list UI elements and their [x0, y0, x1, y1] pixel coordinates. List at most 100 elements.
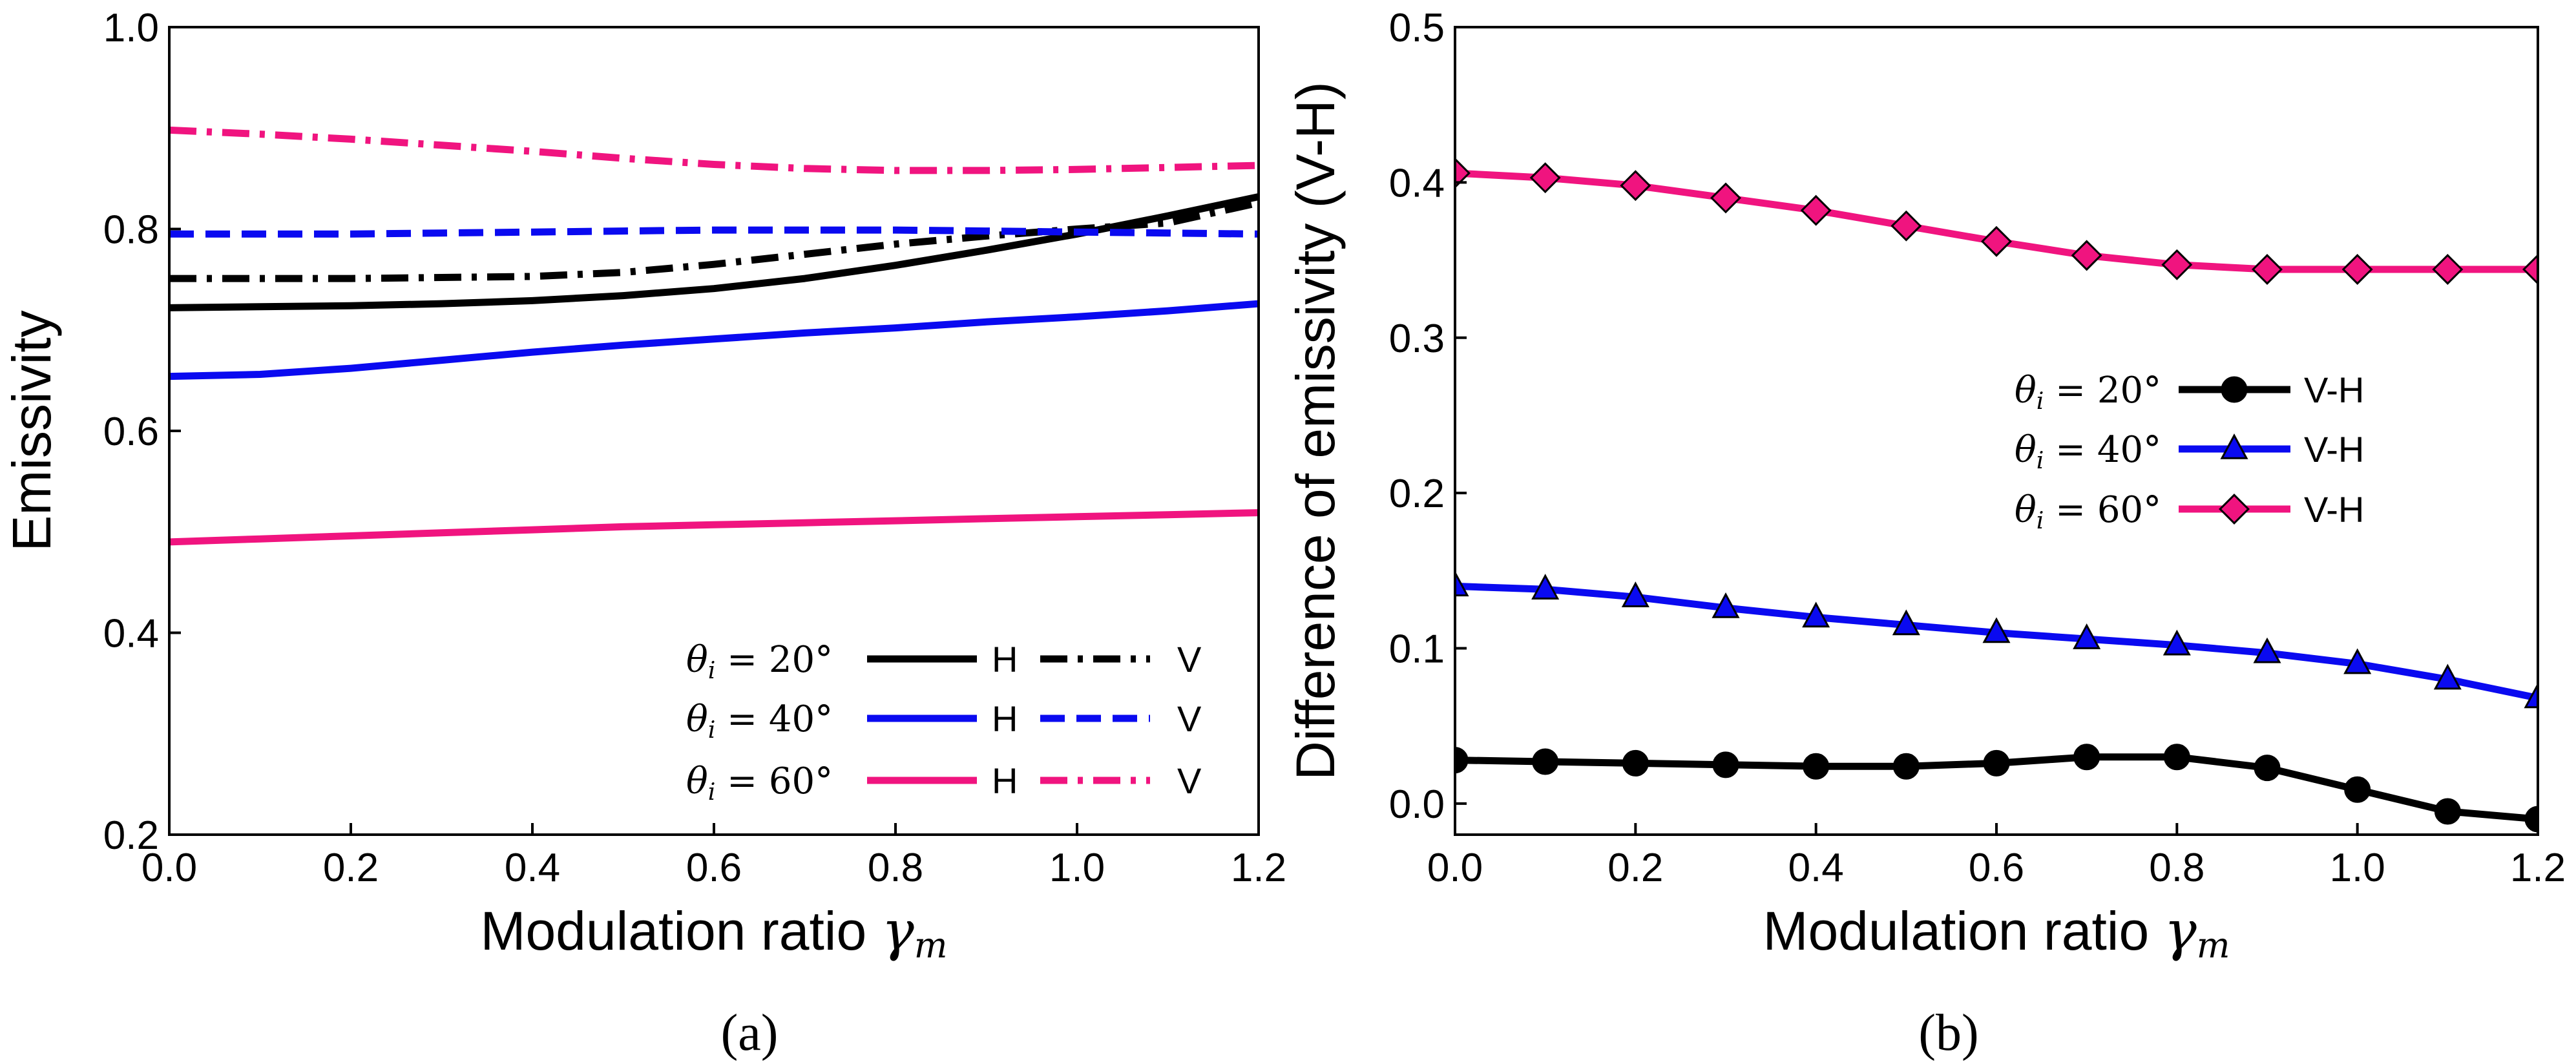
data-point: [2071, 240, 2102, 271]
data-point: [1455, 157, 1471, 189]
panel-a-chart: 0.0 0.2 0.4 0.6 0.8 1.0 1.20.20.40.60.81.0Modu…: [1, 6, 1286, 966]
x-tick-label: 0.4: [505, 846, 560, 890]
legend-series-label: V-H: [2304, 429, 2364, 470]
series-group: [169, 126, 1259, 546]
data-point: [1803, 753, 1830, 780]
data-point: [2344, 776, 2371, 803]
data-point: [2432, 254, 2464, 285]
series-group: [1455, 157, 2538, 833]
y-tick-label: 0.2: [103, 813, 159, 858]
data-point: [1621, 581, 1649, 607]
data-point: [2434, 798, 2461, 825]
data-point: [1800, 194, 1832, 226]
data-point: [2161, 249, 2193, 280]
x-tick-label: 0.0: [141, 846, 197, 890]
data-point: [2433, 663, 2462, 690]
x-tick-label: 0.2: [323, 846, 379, 890]
legend-angle-label: θi = 20°: [686, 639, 833, 684]
data-point: [2253, 637, 2281, 663]
series-line-5: [169, 126, 1259, 174]
data-point: [1981, 225, 2012, 257]
data-point: [2343, 648, 2372, 674]
plot-frame: [1454, 26, 2539, 836]
data-point: [1455, 747, 1469, 774]
data-point: [1620, 170, 1651, 202]
data-point: [1712, 592, 1740, 618]
x-tick-label: 0.8: [868, 846, 923, 890]
x-tick-label: 1.2: [2510, 846, 2566, 890]
y-tick-label: 0.6: [103, 410, 159, 454]
x-tick-label: 0.2: [1607, 846, 1663, 890]
x-axis-label: Modulation ratio γm: [1763, 899, 2230, 966]
legend-marker: [2221, 376, 2248, 403]
x-tick-label: 0.4: [1788, 846, 1844, 890]
legend: θi = 20° H Vθi = 40° H Vθi = 60° H V: [686, 639, 1202, 806]
y-tick-label: 1.0: [103, 6, 159, 50]
legend-angle-label: θi = 60°: [2015, 489, 2161, 534]
data-point: [1531, 574, 1560, 600]
y-tick-label: 0.0: [1389, 782, 1445, 827]
data-point: [2252, 254, 2283, 285]
legend-series-label: V-H: [2304, 489, 2364, 530]
legend-angle-label: θi = 40°: [2015, 429, 2161, 474]
panel-b-chart: 0.0 0.2 0.4 0.6 0.8 1.0 1.2 0.0 0.1 0.2 0.3 0.4 0.5 M…: [1285, 6, 2566, 966]
plot-frame: [168, 26, 1260, 836]
data-point: [2522, 254, 2538, 285]
data-point: [1712, 751, 1739, 778]
legend-angle-label: θi = 20°: [2015, 370, 2161, 415]
y-tick-label: 0.4: [1389, 161, 1445, 205]
legend-angle-label: θi = 60°: [686, 760, 833, 806]
legend-angle-label: θi = 40°: [686, 698, 833, 744]
x-tick-label: 1.2: [1231, 846, 1286, 890]
legend-series-label: H: [992, 639, 1018, 680]
y-axis-label: Difference of emissivity (V-H): [1285, 81, 1346, 780]
x-tick-label: 0.6: [686, 846, 742, 890]
caption-b: (b): [1918, 1005, 1978, 1061]
x-tick-label: 0.6: [1969, 846, 2024, 890]
data-point: [1802, 601, 1830, 628]
data-point: [2073, 623, 2101, 649]
legend-series-label: V: [1177, 760, 1202, 801]
series-line-3: [169, 226, 1259, 238]
y-tick-label: 0.1: [1389, 627, 1445, 672]
y-tick-label: 0.3: [1389, 317, 1445, 361]
data-point: [1455, 570, 1469, 597]
x-tick-label: 0.0: [1427, 846, 1483, 890]
data-point: [1890, 210, 1922, 242]
legend-series-label: H: [992, 698, 1018, 739]
data-point: [2162, 629, 2191, 656]
data-point: [1529, 162, 1561, 194]
y-tick-label: 0.2: [1389, 472, 1445, 516]
data-point: [2524, 806, 2538, 833]
y-axis-label: Emissivity: [1, 310, 62, 551]
legend-series-label: V-H: [2304, 370, 2364, 410]
y-tick-label: 0.5: [1389, 6, 1445, 50]
legend-series-label: V: [1177, 698, 1202, 739]
x-tick-label: 0.8: [2149, 846, 2204, 890]
series-line-4: [169, 509, 1259, 546]
legend-marker: [2220, 433, 2248, 459]
legend-series-label: H: [992, 760, 1018, 801]
data-point: [1982, 617, 2011, 643]
series-line-1: [169, 199, 1259, 282]
x-tick-label: 1.0: [2330, 846, 2385, 890]
data-point: [1622, 749, 1649, 777]
y-tick-label: 0.8: [103, 208, 159, 253]
series-line-0: [169, 193, 1259, 311]
data-point: [2524, 682, 2538, 709]
y-tick-label: 0.4: [103, 612, 159, 656]
data-point: [2163, 744, 2190, 771]
data-point: [1892, 609, 1920, 636]
data-point: [1710, 182, 1741, 214]
data-point: [2254, 755, 2281, 782]
x-tick-label: 1.0: [1049, 846, 1105, 890]
x-axis-label: Modulation ratio γm: [480, 899, 947, 966]
caption-a: (a): [721, 1005, 779, 1061]
data-point: [1983, 749, 2010, 777]
legend-marker: [2219, 494, 2250, 525]
data-point: [1532, 748, 1559, 775]
series-line-2: [169, 300, 1259, 381]
legend: θi = 20° V-H θi = 40° V-H θi = 60° V-H: [2015, 370, 2364, 534]
legend-series-label: V: [1177, 639, 1202, 680]
